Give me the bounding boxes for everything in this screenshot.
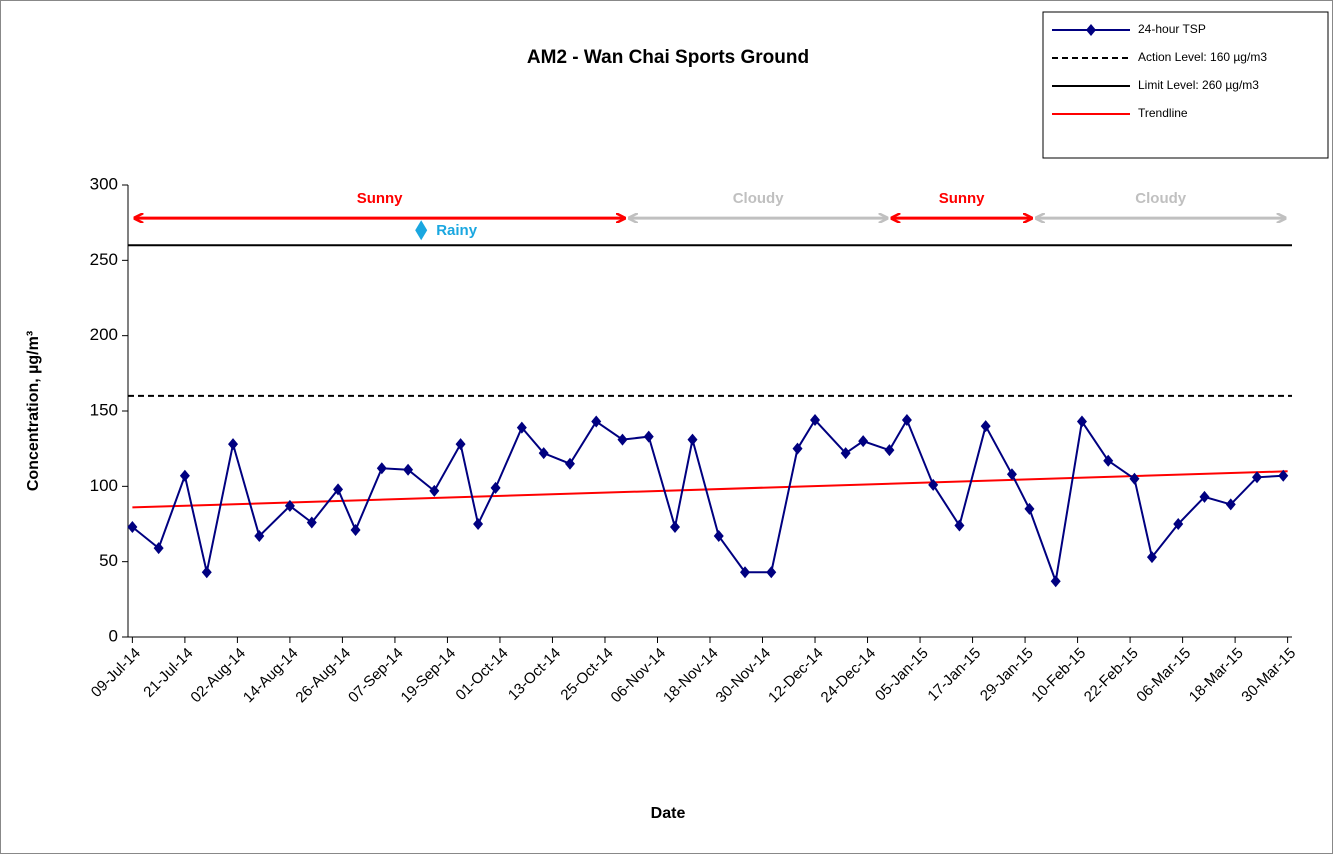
data-point — [810, 414, 821, 427]
rain-marker — [415, 220, 428, 241]
data-point — [228, 438, 239, 451]
data-point — [1006, 468, 1017, 481]
y-axis-label: Concentration, µg/m³ — [25, 331, 42, 491]
data-point — [333, 483, 344, 496]
data-point — [740, 566, 751, 579]
weather-label: Sunny — [357, 190, 403, 207]
data-point — [516, 421, 527, 434]
data-point — [884, 444, 895, 457]
data-point — [1199, 490, 1210, 503]
data-point — [1278, 469, 1289, 482]
data-point — [153, 542, 164, 555]
data-point — [669, 521, 680, 534]
data-point — [1146, 551, 1157, 564]
data-point — [1050, 575, 1061, 588]
series-line — [131, 417, 1284, 586]
data-point — [591, 415, 602, 428]
data-point — [403, 463, 414, 476]
data-point — [617, 433, 628, 446]
data-point — [1225, 498, 1236, 511]
rain-label: Rainy — [436, 222, 478, 239]
weather-label: Cloudy — [733, 190, 784, 207]
legend-label: Trendline — [1138, 106, 1188, 120]
data-point — [490, 481, 501, 494]
series-line — [132, 470, 1288, 509]
legend-label: 24-hour TSP — [1138, 22, 1206, 36]
data-point — [564, 457, 575, 470]
x-axis-label: Date — [651, 805, 686, 822]
y-tick-label: 100 — [90, 476, 118, 495]
y-tick-label: 50 — [99, 551, 118, 570]
data-point — [1076, 415, 1087, 428]
data-point — [127, 521, 138, 534]
data-point — [284, 499, 295, 512]
data-point — [1024, 502, 1035, 515]
data-point — [687, 433, 698, 446]
data-point — [538, 447, 549, 460]
y-tick-label: 200 — [90, 325, 118, 344]
data-point — [792, 442, 803, 455]
data-point — [954, 519, 965, 532]
chart-title: AM2 - Wan Chai Sports Ground — [527, 47, 809, 68]
y-tick-label: 250 — [90, 250, 118, 269]
legend-marker — [1086, 24, 1096, 36]
y-tick-label: 0 — [109, 626, 118, 645]
data-point — [473, 518, 484, 530]
data-point — [901, 414, 912, 427]
data-point — [980, 420, 991, 433]
data-point — [643, 430, 654, 443]
data-point — [928, 478, 939, 491]
data-point — [1129, 472, 1140, 485]
data-point — [1103, 454, 1114, 467]
data-point — [1251, 471, 1262, 484]
weather-label: Cloudy — [1135, 190, 1186, 207]
data-point — [713, 530, 724, 543]
data-point — [179, 469, 190, 482]
data-point — [766, 566, 777, 579]
data-point — [1173, 518, 1184, 530]
data-point — [858, 435, 869, 448]
data-point — [350, 524, 361, 537]
legend-label: Action Level: 160 µg/m3 — [1138, 50, 1267, 64]
data-point — [455, 438, 466, 451]
data-point — [840, 447, 851, 460]
data-point — [376, 462, 387, 475]
legend-label: Limit Level: 260 µg/m3 — [1138, 78, 1259, 92]
data-point — [254, 530, 265, 543]
data-point — [429, 484, 440, 497]
y-tick-label: 150 — [90, 400, 118, 419]
data-point — [201, 566, 212, 579]
data-point — [306, 516, 317, 529]
weather-label: Sunny — [939, 190, 985, 207]
y-tick-label: 300 — [90, 174, 118, 193]
